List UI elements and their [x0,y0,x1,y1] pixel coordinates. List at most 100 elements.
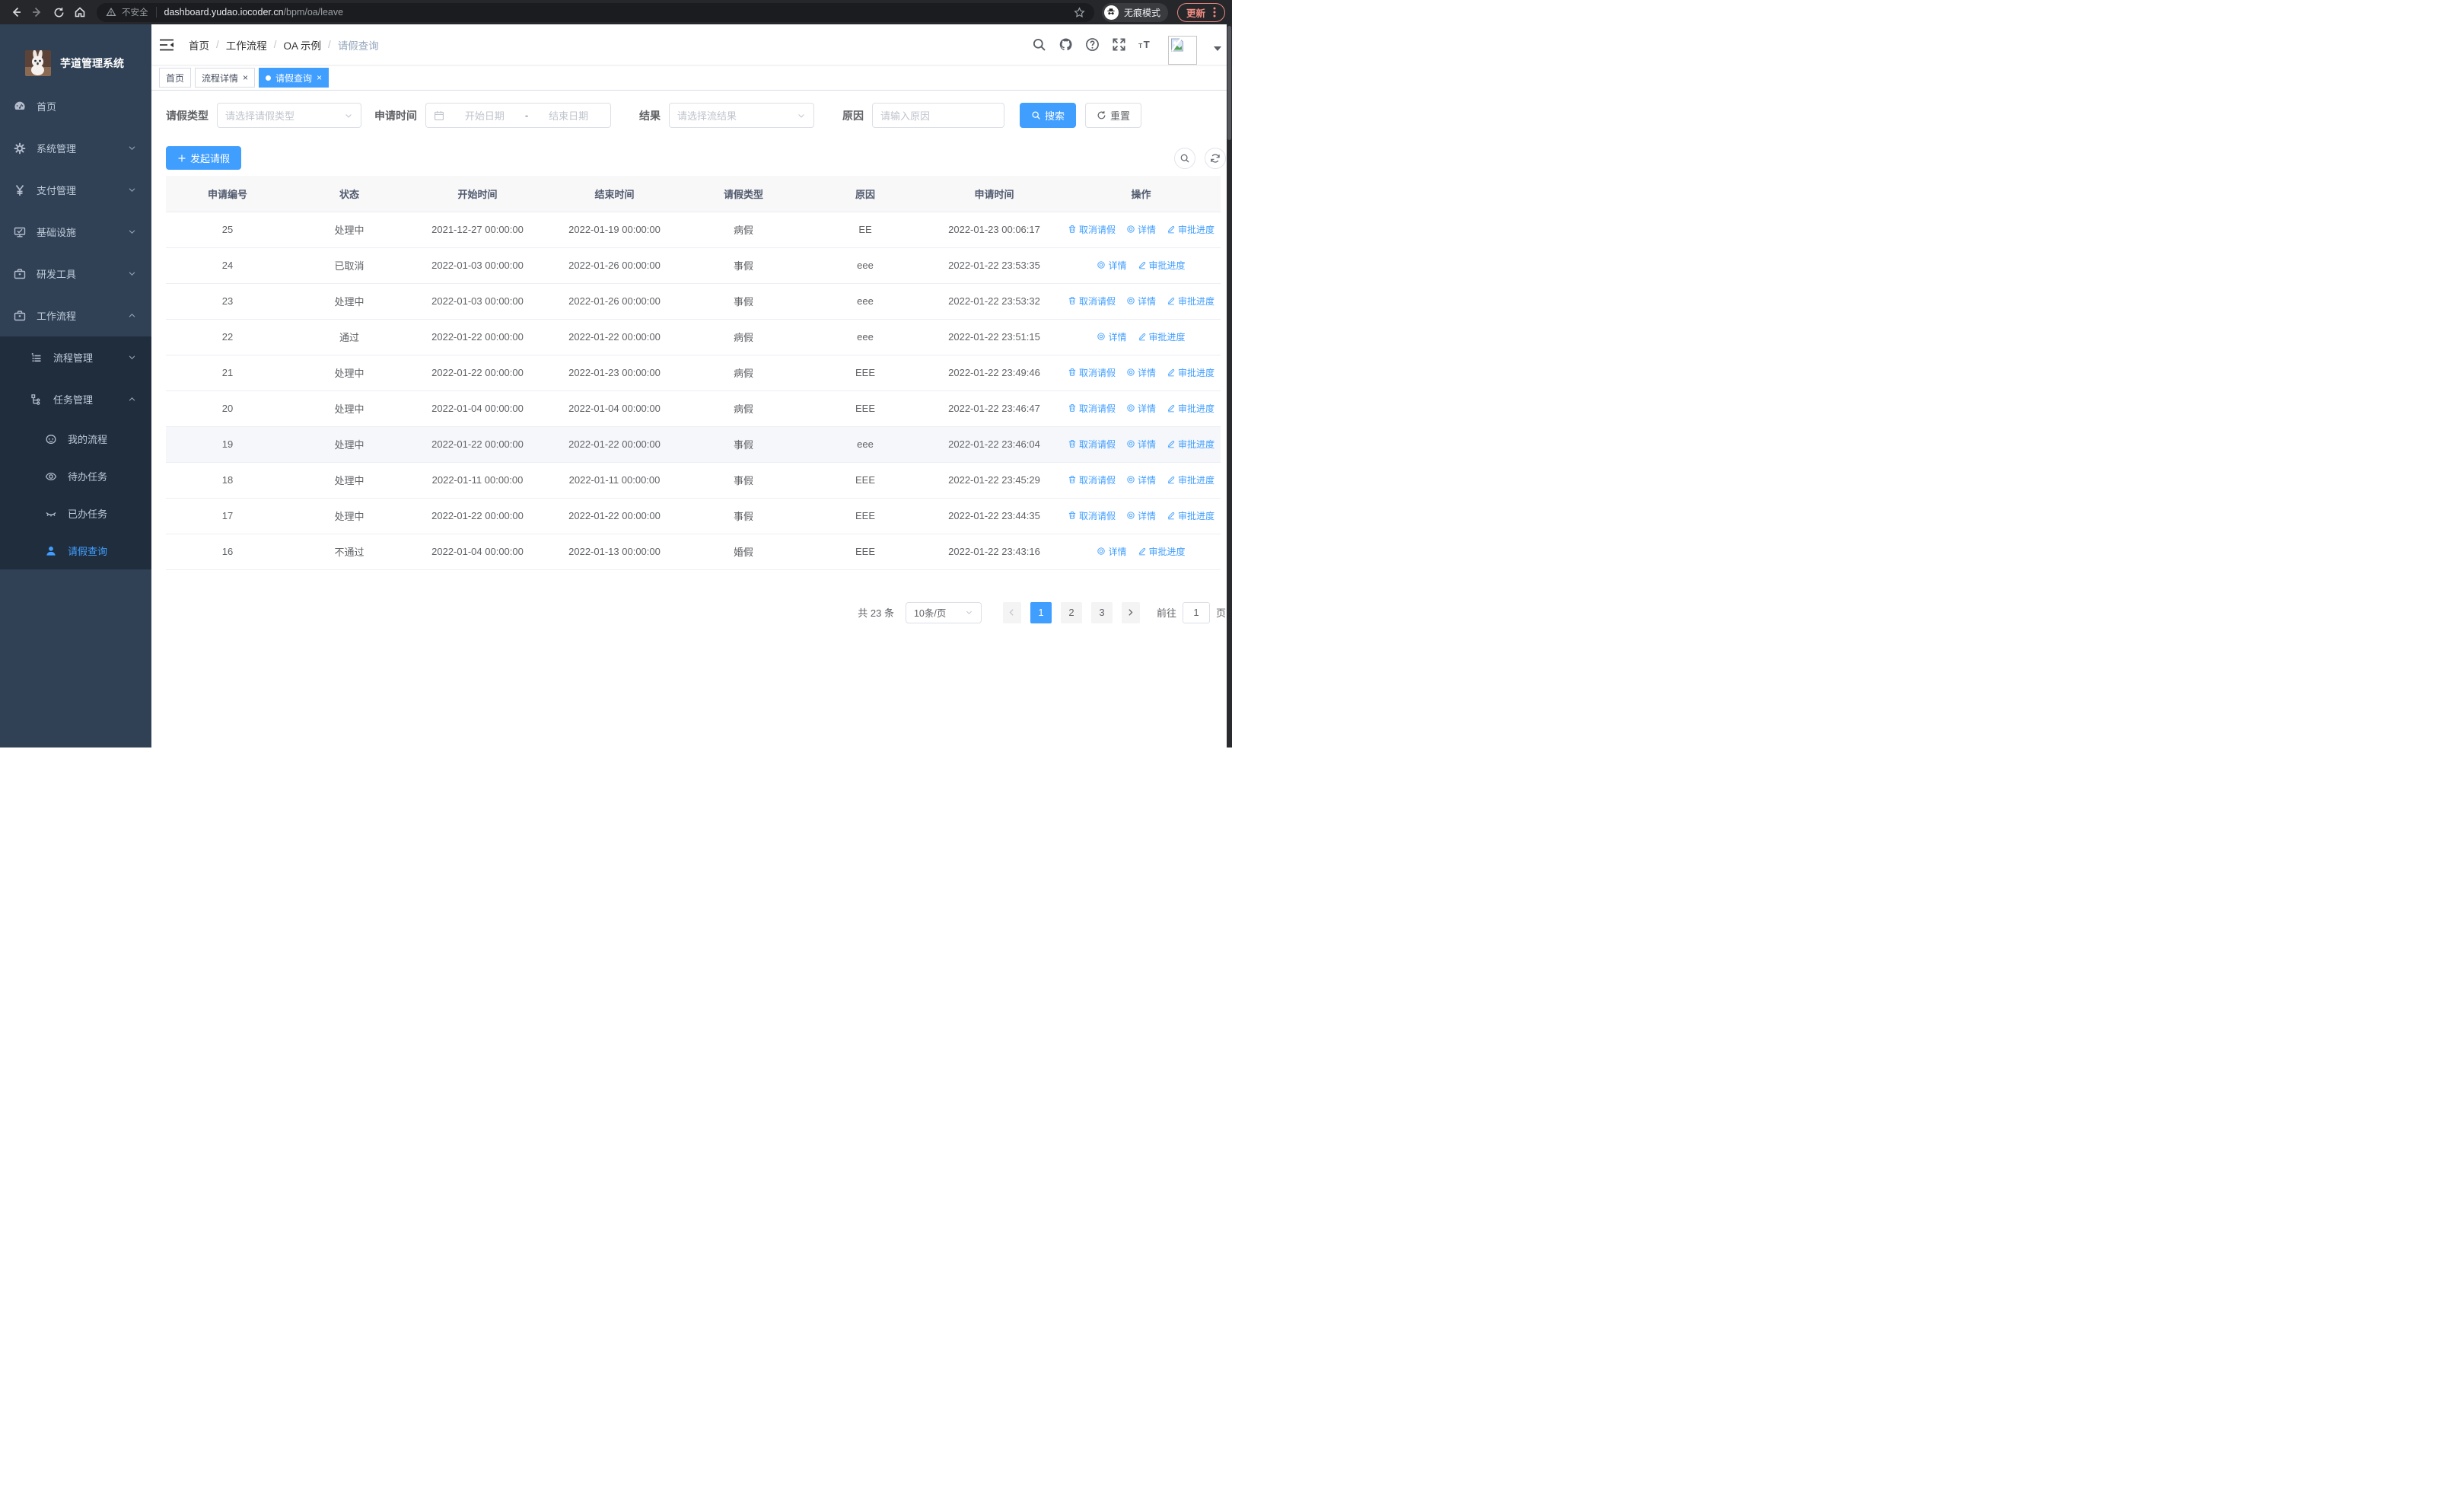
browser-update-button[interactable]: 更新 [1176,2,1225,22]
table-row[interactable]: 18 处理中 2022-01-11 00:00:00 2022-01-11 00… [166,462,1221,499]
detail-link[interactable]: 详情 [1126,366,1156,379]
goto-page-input[interactable]: 1 [1182,601,1210,623]
sidebar-item-payment[interactable]: 支付管理 [0,169,151,211]
progress-link[interactable]: 审批进度 [1167,366,1214,379]
chevron-down-icon [345,113,352,118]
chevron-down-icon [798,113,804,118]
tab-leave-query[interactable]: 请假查询 × [259,68,329,88]
sidebar-item-task-mgmt[interactable]: 任务管理 [0,378,151,420]
sidebar-item-infra[interactable]: 基础设施 [0,211,151,253]
sidebar-item-system[interactable]: 系统管理 [0,127,151,169]
start-date-placeholder[interactable]: 开始日期 [464,110,505,122]
detail-link[interactable]: 详情 [1097,259,1127,272]
cell-end: 2022-01-13 00:00:00 [546,534,683,570]
sidebar-item-workflow[interactable]: 工作流程 [0,295,151,336]
sidebar-item-done-tasks[interactable]: 已办任务 [0,495,151,532]
detail-link[interactable]: 详情 [1126,295,1156,308]
tab-process-detail[interactable]: 流程详情 × [195,68,256,88]
progress-link[interactable]: 审批进度 [1138,330,1186,343]
search-button[interactable]: 搜索 [1020,103,1077,128]
next-page-button[interactable] [1121,601,1140,623]
detail-link[interactable]: 详情 [1097,330,1127,343]
page-button-3[interactable]: 3 [1090,601,1113,623]
breadcrumb-item[interactable]: 首页 [189,40,209,52]
progress-link[interactable]: 审批进度 [1167,223,1214,236]
breadcrumb-item[interactable]: 工作流程 [225,40,267,52]
sidebar-collapse-icon[interactable] [159,38,174,52]
scrollbar-thumb[interactable] [1227,26,1231,140]
security-label[interactable]: 不安全 [122,8,148,18]
header-search-icon[interactable] [1032,37,1046,52]
cancel-leave-link[interactable]: 取消请假 [1068,366,1116,379]
cancel-leave-link[interactable]: 取消请假 [1068,223,1116,236]
detail-link[interactable]: 详情 [1097,545,1127,558]
browser-forward-button[interactable] [28,3,46,21]
apply-time-range-picker[interactable]: 开始日期 - 结束日期 [425,103,611,128]
github-icon[interactable] [1059,37,1073,52]
sidebar-item-my-process[interactable]: 我的流程 [0,420,151,457]
reset-button[interactable]: 重置 [1085,103,1142,128]
help-icon[interactable] [1085,37,1100,52]
detail-link[interactable]: 详情 [1126,473,1156,486]
progress-link[interactable]: 审批进度 [1138,545,1186,558]
close-tab-icon[interactable]: × [317,72,323,83]
progress-link[interactable]: 审批进度 [1167,509,1214,522]
progress-link[interactable]: 审批进度 [1167,473,1214,486]
edit-pen-icon [1167,441,1175,448]
toggle-search-button[interactable] [1174,147,1195,169]
user-menu-caret-icon[interactable] [1214,46,1221,51]
table-row[interactable]: 21 处理中 2022-01-22 00:00:00 2022-01-23 00… [166,355,1221,391]
browser-home-button[interactable] [71,3,89,21]
table-row[interactable]: 22 通过 2022-01-22 00:00:00 2022-01-22 00:… [166,319,1221,355]
address-bar[interactable]: 不安全 dashboard.yudao.iocoder.cn/bpm/oa/le… [97,2,1094,22]
browser-menu-dots-icon[interactable] [1213,6,1216,18]
progress-link[interactable]: 审批进度 [1138,259,1186,272]
table-row[interactable]: 17 处理中 2022-01-22 00:00:00 2022-01-22 00… [166,498,1221,534]
create-leave-button[interactable]: 发起请假 [166,146,242,170]
fullscreen-icon[interactable] [1112,37,1126,52]
table-row[interactable]: 23 处理中 2022-01-03 00:00:00 2022-01-26 00… [166,283,1221,320]
table-row[interactable]: 25 处理中 2021-12-27 00:00:00 2022-01-19 00… [166,212,1221,248]
sidebar-item-process-mgmt[interactable]: 流程管理 [0,336,151,378]
close-tab-icon[interactable]: × [243,72,249,83]
page-size-select[interactable]: 10条/页 [905,601,982,623]
user-avatar[interactable] [1168,35,1197,65]
sidebar-item-leave-query[interactable]: 请假查询 [0,532,151,569]
bookmark-star-button[interactable] [1074,6,1085,18]
reason-input[interactable]: 请输入原因 [872,103,1004,128]
cancel-leave-link[interactable]: 取消请假 [1068,509,1116,522]
sidebar-item-devtools[interactable]: 研发工具 [0,253,151,295]
browser-reload-button[interactable] [49,3,68,21]
refresh-table-button[interactable] [1205,147,1226,169]
sidebar-item-home[interactable]: 首页 [0,85,151,127]
detail-link[interactable]: 详情 [1126,438,1156,451]
table-row[interactable]: 24 已取消 2022-01-03 00:00:00 2022-01-26 00… [166,247,1221,284]
prev-page-button[interactable] [1002,601,1021,623]
cancel-leave-link[interactable]: 取消请假 [1068,295,1116,308]
detail-link[interactable]: 详情 [1126,509,1156,522]
detail-link[interactable]: 详情 [1126,402,1156,415]
page-button-2[interactable]: 2 [1060,601,1082,623]
end-date-placeholder[interactable]: 结束日期 [549,110,589,122]
cancel-leave-link[interactable]: 取消请假 [1068,438,1116,451]
table-row[interactable]: 16 不通过 2022-01-04 00:00:00 2022-01-13 00… [166,534,1221,570]
progress-link[interactable]: 审批进度 [1167,438,1214,451]
table-row[interactable]: 19 处理中 2022-01-22 00:00:00 2022-01-22 00… [166,426,1221,463]
table-row[interactable]: 20 处理中 2022-01-04 00:00:00 2022-01-04 00… [166,390,1221,427]
sidebar-item-todo-tasks[interactable]: 待办任务 [0,457,151,495]
page-scrollbar[interactable] [1227,24,1232,748]
leave-type-select[interactable]: 请选择请假类型 [217,103,361,128]
browser-back-button[interactable] [7,3,25,21]
result-select[interactable]: 请选择流结果 [669,103,814,128]
tab-home[interactable]: 首页 [159,68,192,88]
trash-icon [1068,440,1076,448]
broken-image-icon [1171,37,1183,52]
breadcrumb-item[interactable]: OA 示例 [283,40,322,52]
detail-link[interactable]: 详情 [1126,223,1156,236]
cancel-leave-link[interactable]: 取消请假 [1068,402,1116,415]
cancel-leave-link[interactable]: 取消请假 [1068,473,1116,486]
progress-link[interactable]: 审批进度 [1167,295,1214,308]
progress-link[interactable]: 审批进度 [1167,402,1214,415]
page-button-1[interactable]: 1 [1030,601,1052,623]
